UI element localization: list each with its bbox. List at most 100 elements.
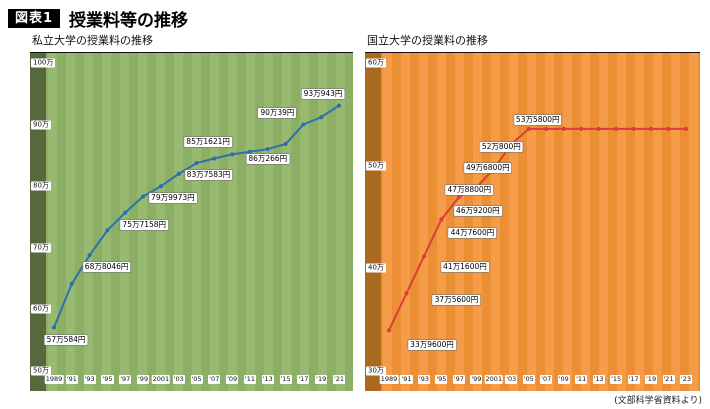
x-tick-label: '07 [540,375,553,384]
x-tick-label: '13 [592,375,605,384]
x-tick-label: '15 [279,375,292,384]
page-title: 授業料等の推移 [69,11,189,31]
x-tick-label: '19 [645,375,658,384]
data-point-marker [87,253,92,258]
data-point-marker [69,281,74,286]
data-point-label: 47万8800円 [445,185,494,196]
data-point-marker [123,210,128,215]
data-point-label: 46万9200円 [454,206,502,217]
x-tick-label: '09 [557,375,570,384]
data-point-label: 83万7583円 [184,170,233,181]
x-tick-label: '91 [65,375,78,384]
data-point-marker [456,195,461,200]
data-point-marker [247,149,253,154]
data-point-label: 79万9973円 [149,193,197,204]
figure-header: 図表1 授業料等の推移 [8,6,188,31]
data-point-marker [648,126,654,132]
data-point-marker [176,171,181,176]
data-point-marker [683,126,689,132]
x-tick-label: 2001 [151,375,171,384]
data-point-label: 86万266円 [246,154,290,165]
data-point-marker [579,126,584,132]
data-point-marker [631,126,636,132]
x-tick-label: '11 [575,375,588,384]
x-tick-label: '13 [261,375,274,384]
data-point-label: 52万800円 [479,142,523,153]
x-tick-label: '97 [452,375,465,384]
data-point-label: 68万8046円 [82,262,131,273]
x-tick-label: '05 [190,375,203,384]
y-tick-label: 30万 [366,366,386,376]
x-tick-label: '99 [470,375,483,384]
data-point-marker [194,160,199,166]
x-tick-label: '05 [522,375,535,384]
x-tick-label: '23 [679,375,693,384]
data-point-marker [526,126,531,132]
data-point-label: 93万943円 [301,88,345,99]
x-tick-label: '21 [332,375,346,384]
data-point-marker [230,152,235,157]
x-tick-label: '95 [435,375,448,384]
figure-tag: 図表1 [8,9,61,28]
x-tick-label: '11 [243,375,256,384]
x-tick-label: '99 [137,375,150,384]
x-tick-label: 2001 [484,375,504,384]
x-tick-label: '95 [101,375,114,384]
y-tick-label: 60万 [366,58,386,68]
data-point-marker [614,126,619,132]
data-point-marker [404,291,409,296]
data-point-label: 85万1621円 [184,137,232,148]
x-tick-label: '21 [662,375,675,384]
chart-title-national: 国立大学の授業料の推移 [365,34,700,53]
x-tick-label: 1989 [379,375,399,384]
y-tick-label: 50万 [366,161,386,171]
data-point-label: 37万5600円 [432,295,481,306]
data-point-marker [158,184,163,189]
private-university-chart-panel: 私立大学の授業料の推移 100万 90万 80万 70万 60万 50万 1989'91 '9… [30,34,353,391]
y-tick-label: 70万 [31,243,51,253]
chart-plot-national: 60万 50万 40万 30万 1989'91 '93 '95 '97 '99 2001'03 '0… [365,53,700,391]
source-note: (文部科学省資料より) [614,396,702,406]
data-point-label: 90万39円 [258,107,297,118]
data-point-marker [105,228,110,233]
data-point-marker [421,254,427,259]
y-tick-label: 80万 [31,181,51,191]
data-point-marker [319,115,324,120]
data-point-label: 44万7600円 [448,228,497,239]
data-point-label: 49万6800円 [463,162,512,173]
x-tick-label: 1989 [44,375,64,384]
data-point-marker [51,325,57,330]
x-tick-label: '17 [297,375,310,384]
x-tick-label: '03 [172,375,185,384]
data-point-marker [301,122,306,127]
y-tick-label: 90万 [31,120,51,130]
data-point-label: 57万584円 [44,334,88,345]
y-tick-label: 60万 [31,304,51,314]
data-point-marker [212,156,217,161]
trend-line [388,127,686,331]
data-point-label: 53万5800円 [513,114,562,125]
chart-plot-private: 100万 90万 80万 70万 60万 50万 1989'91 '93 '95 '97 '99 20… [30,53,353,391]
data-point-label: 41万1600円 [441,262,489,273]
data-point-marker [596,126,601,132]
y-tick-label: 40万 [366,263,386,273]
axis-side-strip [365,53,381,391]
x-tick-label: '15 [610,375,623,384]
x-tick-label: '93 [417,375,430,384]
x-tick-label: '07 [208,375,221,384]
data-point-marker [544,126,549,132]
x-tick-label: '91 [400,375,413,384]
y-tick-label: 100万 [31,58,56,68]
x-tick-label: '97 [119,375,132,384]
x-tick-label: '19 [315,375,328,384]
data-point-label: 75万7158円 [120,219,169,230]
data-point-marker [439,217,444,222]
national-university-chart-panel: 国立大学の授業料の推移 60万 50万 40万 30万 1989'91 '93 '95 '97… [365,34,700,391]
data-point-marker [283,141,288,147]
x-tick-label: '03 [505,375,518,384]
data-point-marker [265,146,270,152]
y-tick-label: 50万 [31,366,51,376]
data-point-marker [336,103,342,108]
data-point-marker [140,194,146,199]
